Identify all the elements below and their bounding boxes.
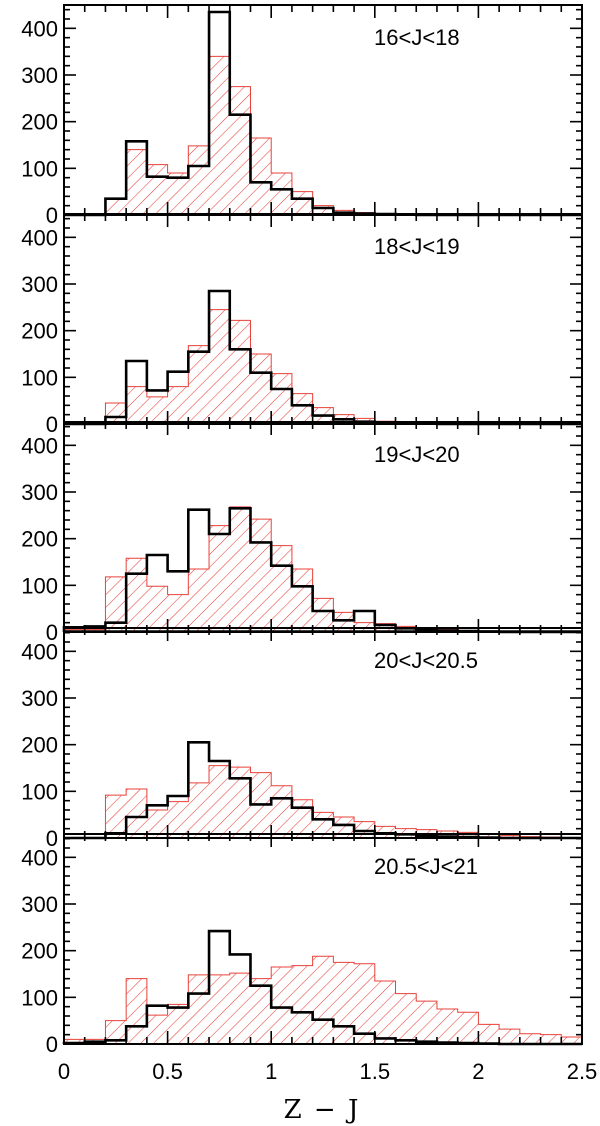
- panel-2: 0 100 200 300 400 18<J<19: [21, 213, 583, 437]
- panel-4: 0 100 200 300 400 20<J<20.5: [21, 627, 583, 851]
- y-tick-label: 300: [21, 272, 58, 297]
- model-histogram-fill: [64, 956, 582, 1044]
- x-tick-label: 2: [472, 1059, 484, 1084]
- panel-label: 20.5<J<21: [374, 854, 478, 879]
- y-tick-label: 100: [21, 985, 58, 1010]
- y-tick-label: 100: [21, 573, 58, 598]
- y-tick-label: 400: [21, 639, 58, 664]
- x-tick-label: 0.5: [152, 1059, 183, 1084]
- y-tick-label: 100: [21, 156, 58, 181]
- model-histogram-fill: [64, 309, 582, 424]
- y-tick-label: 100: [21, 365, 58, 390]
- panel-label: 18<J<19: [374, 234, 460, 259]
- y-tick-label: 200: [21, 939, 58, 964]
- y-tick-label: 400: [21, 845, 58, 870]
- y-tick-label: 0: [46, 412, 58, 437]
- y-tick-label: 0: [46, 620, 58, 645]
- y-tick-label: 200: [21, 319, 58, 344]
- y-tick-label: 300: [21, 63, 58, 88]
- y-tick-label: 100: [21, 779, 58, 804]
- x-tick-label: 2.5: [567, 1059, 598, 1084]
- panel-1: 0 100 200 300 400 16<J<18: [21, 4, 583, 228]
- x-tick-label: 0: [58, 1059, 70, 1084]
- panel-label: 19<J<20: [374, 442, 460, 467]
- x-tick-label: 1: [265, 1059, 277, 1084]
- x-tick-labels: 0 0.5 1 1.5 2 2.5: [58, 1059, 597, 1084]
- panel-label: 16<J<18: [374, 25, 460, 50]
- y-tick-label: 0: [46, 826, 58, 851]
- y-tick-label: 400: [21, 225, 58, 250]
- x-axis-title: Z − J: [284, 1095, 361, 1125]
- model-histogram-outline: [63, 955, 583, 1044]
- y-tick-label: 300: [21, 892, 58, 917]
- y-tick-label: 200: [21, 110, 58, 135]
- panel-frame: [63, 627, 583, 839]
- y-tick-label: 400: [21, 433, 58, 458]
- y-tick-label: 300: [21, 686, 58, 711]
- histogram-panels: 0 100 200 300 400 16<J<18 0 100 200 300 400 18<J<19…: [21, 4, 583, 1057]
- panel-label: 20<J<20.5: [374, 648, 478, 673]
- y-tick-label: 200: [21, 733, 58, 758]
- panel-5: 0 100 200 300 400 20.5<J<21: [21, 833, 583, 1057]
- panel-3: 0 100 200 300 400 19<J<20: [21, 421, 583, 645]
- panel-frame: [63, 421, 583, 633]
- y-tick-label: 0: [46, 1032, 58, 1057]
- panel-frame: [63, 213, 583, 425]
- y-tick-label: 300: [21, 480, 58, 505]
- model-histogram-fill: [64, 56, 582, 216]
- y-tick-label: 200: [21, 527, 58, 552]
- y-tick-label: 400: [21, 16, 58, 41]
- panel-frame: [63, 833, 583, 1045]
- model-histogram-fill: [64, 765, 582, 838]
- y-tick-label: 0: [46, 203, 58, 228]
- model-histogram-fill: [64, 506, 582, 632]
- x-tick-label: 1.5: [360, 1059, 391, 1084]
